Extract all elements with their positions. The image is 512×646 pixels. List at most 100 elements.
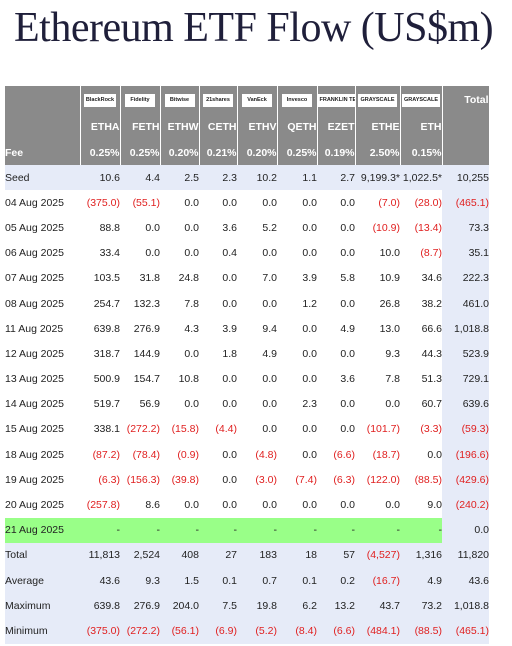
row-total: 461.0 bbox=[442, 290, 489, 317]
flow-value: 9.3 bbox=[120, 568, 160, 594]
flow-value: (6.3) bbox=[98, 473, 120, 486]
row-label: Maximum bbox=[5, 593, 80, 619]
row-total: 1,018.8 bbox=[442, 593, 489, 619]
flow-value: 0.0 bbox=[222, 398, 237, 411]
flow-value: 44.3 bbox=[421, 347, 442, 360]
issuer-logo: FRANKLIN TEMPLETON bbox=[317, 93, 354, 107]
flow-value: - bbox=[80, 517, 120, 543]
flow-value: 4.4 bbox=[120, 165, 160, 191]
fee-value: 0.20% bbox=[160, 140, 200, 165]
flow-value: (4.8) bbox=[255, 448, 277, 461]
flow-value: 1.8 bbox=[222, 347, 237, 360]
ticker-header: ETHW bbox=[160, 114, 200, 140]
flow-value: (6.9) bbox=[199, 618, 237, 644]
flow-value: (101.7) bbox=[366, 423, 400, 436]
flow-value: - bbox=[237, 517, 277, 543]
flow-value: (5.2) bbox=[237, 618, 277, 644]
flow-value: 639.8 bbox=[80, 593, 120, 619]
flow-value: 3.6 bbox=[340, 373, 355, 386]
flow-value: 0.0 bbox=[302, 196, 317, 209]
table-row: 18 Aug 2025 (87.2) (78.4) (0.9) 0.0 (4.8) 0.0(… bbox=[5, 442, 489, 468]
flow-value: 0.0 bbox=[184, 499, 199, 512]
flow-value: 4.9 bbox=[262, 347, 277, 360]
flow-value: 10.6 bbox=[80, 165, 120, 191]
flow-value: 0.0 bbox=[222, 448, 237, 461]
flow-value: 254.7 bbox=[93, 297, 120, 310]
fee-value: 0.20% bbox=[237, 140, 278, 165]
flow-value: 4.9 bbox=[400, 568, 442, 594]
issuer-logo-cell: GRAYSCALE bbox=[400, 86, 443, 114]
flow-value: 4.3 bbox=[184, 322, 199, 335]
row-label: 05 Aug 2025 bbox=[5, 221, 64, 234]
flow-value: 7.8 bbox=[385, 373, 400, 386]
flow-value: 7.8 bbox=[184, 297, 199, 310]
flow-value: 13.2 bbox=[317, 593, 355, 619]
table-row: 11 Aug 2025 639.8 276.9 4.3 3.9 9.4 0.0 4.9 13.0… bbox=[5, 316, 489, 342]
issuer-logo-cell: VanEck bbox=[237, 86, 278, 114]
flow-value: 408 bbox=[160, 542, 199, 568]
table-row: 04 Aug 2025 (375.0) (55.1) 0.0 0.0 0.0 0.0 0.0 (… bbox=[5, 190, 489, 216]
page-title: Ethereum ETF Flow (US$m) bbox=[14, 5, 494, 51]
table-row: 19 Aug 2025 (6.3) (156.3) (39.8) 0.0 (3.0) (7.… bbox=[5, 467, 489, 493]
row-total: (465.1) bbox=[442, 190, 489, 216]
issuer-logo-cell: Bitwise bbox=[160, 86, 200, 114]
flow-value: 51.3 bbox=[421, 373, 442, 386]
flow-value: 0.0 bbox=[340, 398, 355, 411]
flow-value: 11,813 bbox=[80, 542, 120, 568]
flow-value: 6.2 bbox=[277, 593, 317, 619]
flow-value: 0.0 bbox=[262, 297, 277, 310]
summary-row: Average 43.6 9.3 1.5 0.1 0.7 0.1 0.2 (16.7) 4.9 43… bbox=[5, 568, 489, 594]
flow-value: 0.0 bbox=[222, 499, 237, 512]
row-total: 35.1 bbox=[442, 240, 489, 266]
fee-value: 0.25% bbox=[80, 140, 121, 165]
flow-value: 0.0 bbox=[184, 221, 199, 234]
flow-value: (16.7) bbox=[355, 568, 400, 594]
flow-value: 66.6 bbox=[421, 322, 442, 335]
ticker-header: ETHE bbox=[355, 114, 401, 140]
ticker-header: ETH bbox=[400, 114, 443, 140]
row-label: Seed bbox=[5, 165, 80, 191]
flow-value: 318.7 bbox=[93, 347, 120, 360]
flow-value: 88.8 bbox=[99, 221, 120, 234]
flow-value: 33.4 bbox=[99, 247, 120, 260]
issuer-logo-cell: FRANKLIN TEMPLETON bbox=[317, 86, 356, 114]
flow-value: 0.0 bbox=[302, 499, 317, 512]
flow-value: 7.5 bbox=[199, 593, 237, 619]
corner-cell bbox=[5, 114, 81, 140]
flow-value: 26.8 bbox=[379, 297, 400, 310]
flow-value: 0.0 bbox=[340, 221, 355, 234]
flow-value: 43.7 bbox=[355, 593, 400, 619]
issuer-logo: 21shares bbox=[203, 93, 233, 107]
flow-value: 132.3 bbox=[133, 297, 160, 310]
table-row: 20 Aug 2025 (257.8) 8.6 0.0 0.0 0.0 0.0 0.0 0.0 9… bbox=[5, 492, 489, 518]
flow-value: 9.3 bbox=[385, 347, 400, 360]
flow-value: 0.0 bbox=[262, 398, 277, 411]
fee-label: Fee bbox=[5, 140, 81, 165]
flow-value: (375.0) bbox=[86, 196, 120, 209]
flow-value: 10.2 bbox=[237, 165, 277, 191]
flow-value: 13.0 bbox=[379, 322, 400, 335]
flow-value: 0.0 bbox=[222, 272, 237, 285]
flow-value: 2.3 bbox=[302, 398, 317, 411]
flow-value: 60.7 bbox=[421, 398, 442, 411]
flow-value: (15.8) bbox=[171, 423, 199, 436]
flow-value: (257.8) bbox=[86, 499, 120, 512]
flow-value: 0.0 bbox=[385, 499, 400, 512]
summary-row: Maximum 639.8 276.9 204.0 7.5 19.8 6.2 13.2 43.7… bbox=[5, 593, 489, 619]
flow-value: - bbox=[277, 517, 317, 543]
issuer-logo-cell: Fidelity bbox=[120, 86, 161, 114]
flow-value: 8.6 bbox=[145, 499, 160, 512]
flow-value: (13.4) bbox=[414, 221, 442, 234]
flow-value: 2.5 bbox=[160, 165, 199, 191]
flow-value: 4.9 bbox=[340, 322, 355, 335]
flow-value: (55.1) bbox=[132, 196, 160, 209]
fee-row: Fee 0.25% 0.25% 0.20% 0.21% 0.20% 0.25% 0.19% 2… bbox=[5, 140, 490, 165]
ticker-header-row: ETHA FETH ETHW CETH ETHV QETH EZET ETHE ETH bbox=[5, 114, 490, 140]
flow-value: 154.7 bbox=[133, 373, 160, 386]
flow-value: 338.1 bbox=[93, 423, 120, 436]
flow-value: 3.9 bbox=[302, 272, 317, 285]
table-row: 07 Aug 2025 103.5 31.8 24.8 0.0 7.0 3.9 5.8 10.9… bbox=[5, 265, 489, 291]
flow-value: (272.2) bbox=[126, 423, 160, 436]
flow-value: (78.4) bbox=[132, 448, 160, 461]
ticker-header: EZET bbox=[317, 114, 356, 140]
